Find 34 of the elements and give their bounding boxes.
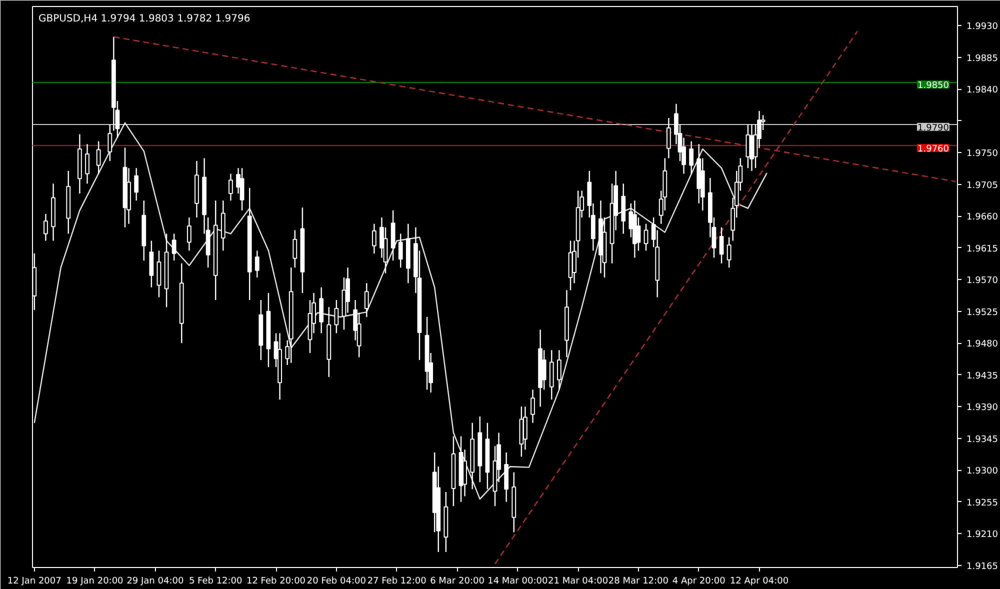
y-tick-label: 1.9345 — [966, 434, 998, 445]
ref-line-label: 1.9790 — [918, 123, 950, 134]
y-tick-label: 1.9435 — [966, 371, 998, 382]
y-tick-label: 1.9885 — [966, 54, 998, 64]
y-tick-label: 1.9210 — [966, 530, 998, 540]
y-tick-label: 1.9660 — [966, 212, 998, 223]
x-tick-label: 27 Feb 12:00 — [367, 576, 427, 586]
y-tick-label: 1.9165 — [966, 562, 998, 572]
x-tick-label: 12 Jan 2007 — [7, 576, 62, 586]
y-tick-label: 1.9840 — [966, 86, 998, 96]
x-tick-label: 29 Jan 04:00 — [126, 576, 184, 586]
y-tick-label: 1.9480 — [966, 340, 998, 350]
y-tick-label: 1.9525 — [966, 308, 998, 318]
x-tick-label: 19 Jan 20:00 — [66, 576, 124, 586]
x-tick-label: 12 Feb 20:00 — [246, 576, 306, 586]
y-tick-label: 1.9705 — [966, 180, 998, 191]
ref-line-label: 1.9850 — [918, 81, 950, 92]
y-tick-label: 1.9750 — [966, 149, 998, 160]
x-tick-label: 6 Mar 20:00 — [430, 576, 485, 586]
y-tick-label: 1.9300 — [966, 466, 998, 477]
y-tick-label: 1.9390 — [966, 403, 998, 414]
y-tick-label: 1.9615 — [966, 244, 998, 254]
x-tick-label: 4 Apr 20:00 — [672, 576, 726, 586]
y-tick-label: 1.9930 — [966, 22, 998, 32]
x-tick-label: 20 Feb 04:00 — [306, 576, 366, 586]
y-tick-label: 1.9570 — [966, 276, 998, 286]
x-tick-label: 14 Mar 00:00 — [488, 576, 548, 586]
x-tick-label: 12 Apr 04:00 — [730, 576, 789, 586]
y-tick-label: 1.9255 — [966, 498, 998, 508]
text: GBPUSD,H4 1.9794 1.9803 1.9782 1.9796 — [38, 14, 250, 24]
x-tick-label: 28 Mar 12:00 — [608, 576, 669, 586]
x-tick-label: 21 Mar 04:00 — [548, 576, 608, 586]
x-tick-label: 5 Feb 12:00 — [188, 576, 243, 586]
ref-line-label: 1.9760 — [918, 144, 950, 155]
